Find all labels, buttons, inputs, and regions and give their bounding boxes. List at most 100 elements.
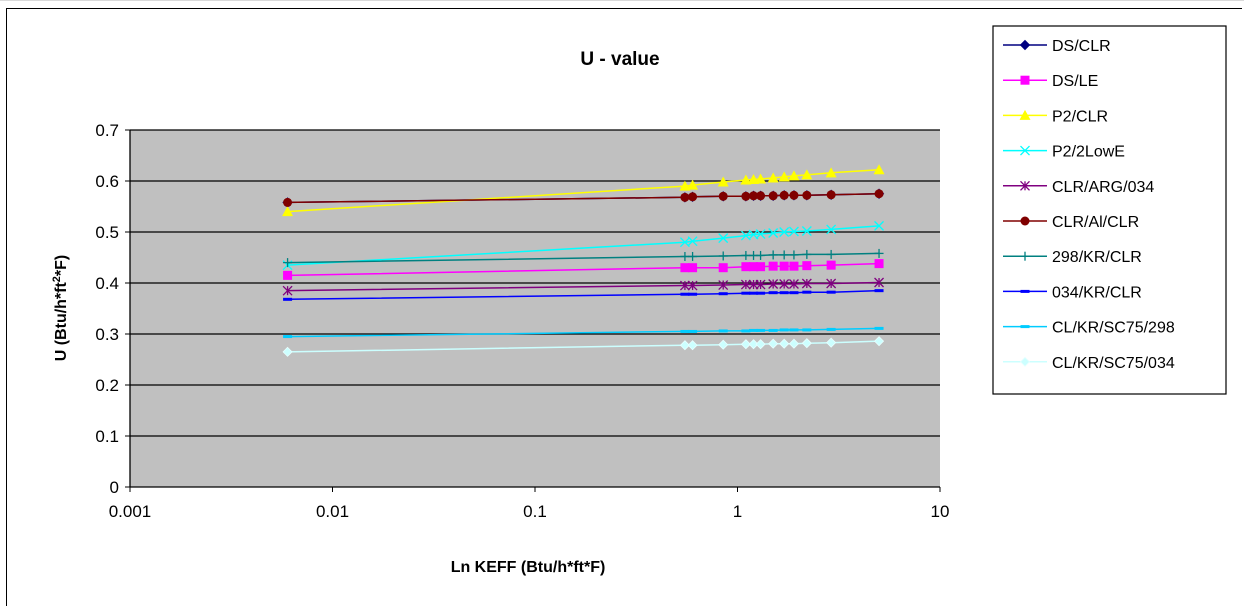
- chart-frame: [6, 8, 1242, 606]
- legend-item: CL/KR/SC75/034: [1003, 355, 1175, 372]
- marker: [756, 328, 766, 332]
- plot-area: [130, 130, 940, 487]
- marker: [718, 263, 728, 273]
- marker: [718, 292, 728, 296]
- legend-label: P2/CLR: [1052, 108, 1108, 125]
- marker: [740, 174, 752, 185]
- marker: [1020, 216, 1030, 226]
- marker: [718, 233, 729, 244]
- marker: [874, 220, 885, 231]
- legend-box: [992, 25, 1227, 395]
- series-cl-kr-sc75-034: [282, 336, 885, 357]
- series-layer: [282, 164, 885, 357]
- marker: [748, 339, 759, 350]
- marker: [741, 191, 751, 201]
- chart-title: U - value: [580, 49, 659, 70]
- marker: [801, 338, 812, 349]
- x-tick-label: 1: [733, 502, 742, 521]
- marker: [779, 227, 790, 237]
- marker: [826, 327, 836, 331]
- marker: [680, 263, 690, 273]
- marker: [1019, 356, 1031, 367]
- marker: [779, 261, 789, 271]
- marker: [718, 339, 729, 350]
- legend-label: CLR/ARG/034: [1052, 179, 1154, 196]
- legend-label: CL/KR/SC75/034: [1052, 355, 1175, 372]
- marker: [687, 236, 698, 247]
- x-tick-labels: 0.001 0.01 0.1 1 10: [109, 502, 950, 521]
- marker: [826, 337, 837, 348]
- marker: [688, 292, 698, 296]
- marker: [768, 338, 779, 349]
- marker: [874, 289, 884, 293]
- x-tick-label: 10: [931, 502, 950, 521]
- marker: [802, 190, 812, 200]
- series-clr-arg-034: [282, 277, 885, 296]
- marker: [768, 191, 778, 201]
- legend-label: 298/KR/CLR: [1052, 249, 1142, 266]
- marker: [687, 179, 699, 190]
- marker: [788, 226, 799, 237]
- y-tick-label: 0.5: [95, 223, 119, 242]
- y-axis-title-main: U (Btu/h*ft: [53, 282, 70, 362]
- x-tick-label: 0.01: [316, 502, 349, 521]
- marker: [873, 336, 885, 347]
- marker: [1020, 75, 1030, 85]
- x-tick-label: 0.1: [523, 502, 547, 521]
- marker: [749, 262, 759, 272]
- legend-item: CLR/Al/CLR: [1003, 214, 1139, 231]
- y-axis-title-tail: *F): [53, 255, 70, 276]
- gridlines: [130, 129, 940, 437]
- marker: [802, 290, 812, 294]
- marker: [718, 329, 728, 333]
- marker: [1019, 39, 1031, 51]
- marker: [873, 164, 885, 175]
- marker: [283, 297, 293, 301]
- marker: [755, 229, 766, 239]
- y-axis-title-superscript: 2: [51, 276, 63, 282]
- legend-item: CLR/ARG/034: [1003, 179, 1154, 196]
- marker: [825, 167, 837, 178]
- marker: [679, 180, 691, 191]
- marker: [756, 262, 766, 272]
- marker: [788, 338, 800, 349]
- series-298-kr-clr: [283, 248, 884, 268]
- y-tick-labels: 0 0.1 0.2 0.3 0.4 0.5 0.6 0.7: [95, 121, 119, 497]
- legend-item: 298/KR/CLR: [1003, 249, 1142, 266]
- top-rule: [0, 0, 1244, 1]
- marker: [741, 262, 751, 272]
- marker: [801, 226, 812, 236]
- axes: [125, 129, 941, 492]
- marker: [740, 339, 751, 350]
- marker: [688, 329, 698, 333]
- marker: [874, 189, 884, 199]
- marker: [749, 191, 759, 201]
- y-tick-label: 0.1: [95, 427, 119, 446]
- marker: [768, 328, 778, 332]
- marker: [788, 170, 800, 181]
- marker: [756, 191, 766, 201]
- marker: [789, 328, 799, 332]
- marker: [741, 291, 751, 295]
- marker: [688, 192, 698, 202]
- legend-label: CLR/Al/CLR: [1052, 214, 1139, 231]
- marker: [680, 192, 690, 202]
- legend-item: DS/CLR: [1003, 38, 1111, 55]
- marker: [741, 329, 751, 333]
- marker: [755, 173, 767, 184]
- y-tick-label: 0.7: [95, 121, 119, 140]
- marker: [680, 292, 690, 296]
- marker: [801, 169, 813, 180]
- marker: [679, 340, 690, 351]
- marker: [679, 237, 690, 248]
- marker: [779, 338, 790, 349]
- marker: [826, 190, 836, 200]
- legend: DS/CLR DS/LE P2/CLR P2/2LowE CLR/ARG/034 CLR/…: [992, 25, 1227, 395]
- series-034-kr-clr: [283, 289, 884, 301]
- marker: [826, 224, 837, 235]
- marker: [826, 260, 836, 270]
- y-tick-label: 0: [110, 478, 119, 497]
- legend-item: CL/KR/SC75/298: [1003, 320, 1175, 337]
- marker: [874, 259, 884, 269]
- x-tick-label: 0.001: [109, 502, 152, 521]
